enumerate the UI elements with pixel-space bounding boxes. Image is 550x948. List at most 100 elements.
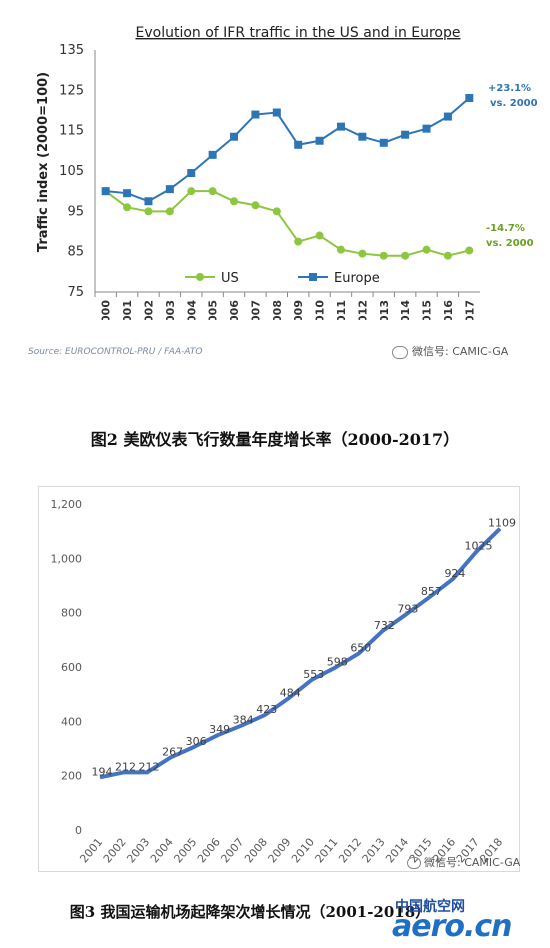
- chart1-us-point: [230, 197, 239, 206]
- chart2-data-label: 857: [421, 585, 442, 598]
- wechat-icon: [392, 345, 408, 359]
- chart1-y-tick-label: 105: [59, 164, 84, 179]
- chart1-x-tick-label: 2015: [421, 300, 434, 320]
- chart1-us-point: [336, 245, 345, 254]
- chart1-legend-us-label: US: [221, 271, 239, 286]
- chart2-data-label: 924: [444, 567, 465, 580]
- chart1-us-point: [443, 251, 452, 260]
- chart1-us-point: [294, 237, 303, 246]
- chart1-watermark: 微信号: CAMIC-GA: [392, 343, 508, 359]
- chart2-y-tick-label: 800: [61, 607, 82, 620]
- chart2-x-tick-label: 2009: [266, 836, 294, 866]
- chart2-x-tick-label: 2012: [336, 836, 364, 866]
- chart1-europe-line: [105, 97, 470, 203]
- chart1-x-tick-label: 2007: [249, 300, 262, 320]
- chart1-legend-us-marker: [196, 273, 204, 281]
- ifr-traffic-chart: Evolution of IFR traffic in the US and i…: [36, 25, 538, 320]
- chart1-us-point: [208, 187, 217, 196]
- chart1-x-tick-label: 2011: [335, 300, 348, 320]
- chart1-europe-point: [123, 189, 132, 198]
- chart2-data-label: 553: [303, 668, 324, 681]
- chart1-europe-point: [336, 122, 345, 131]
- chart2-x-tick-label: 2008: [242, 836, 270, 866]
- chart1-europe-point: [187, 169, 196, 178]
- chart2-x-tick-label: 2007: [219, 836, 247, 866]
- chart2-data-label: 384: [233, 714, 254, 727]
- site-name: 中国航空网: [395, 899, 465, 915]
- chart1-us-point: [272, 207, 281, 216]
- chart1-europe-point: [251, 110, 260, 119]
- chart2-data-label: 1109: [488, 517, 516, 530]
- chart1-y-tick-label: 85: [67, 245, 84, 260]
- chart1-title: Evolution of IFR traffic in the US and i…: [136, 25, 461, 41]
- chart2-y-tick-label: 600: [61, 661, 82, 674]
- chart1-x-tick-label: 2001: [121, 300, 134, 320]
- chart1-europe-point: [465, 93, 474, 102]
- chart2-x-tick-label: 2003: [124, 836, 152, 866]
- chart2-x-tick-label: 2010: [289, 836, 317, 866]
- chart1-us-point: [144, 207, 153, 216]
- chart1-x-tick-label: 2008: [271, 300, 284, 320]
- chart2-y-tick-label: 400: [61, 715, 82, 728]
- chart2-y-tick-label: 0: [75, 824, 82, 837]
- chart2-y-tick-label: 200: [61, 770, 82, 783]
- chart1-us-point: [251, 201, 260, 210]
- us-vs-annotation: vs. 2000: [486, 238, 534, 249]
- chart1-europe-point: [443, 112, 452, 121]
- chart1-x-tick-label: 2016: [442, 300, 455, 320]
- chart2-data-label: 423: [256, 703, 277, 716]
- chart1-x-tick-label: 2004: [185, 300, 198, 320]
- chart2-data-label: 306: [186, 735, 207, 748]
- chart1-source: Source: EUROCONTROL-PRU / FAA-ATO: [28, 347, 203, 357]
- chart2-movements-line: [99, 527, 502, 780]
- chart1-europe-point: [230, 132, 239, 141]
- chart1-europe-point: [401, 130, 410, 139]
- chart1-x-tick-label: 2014: [399, 300, 412, 320]
- chart1-x-tick-label: 2017: [463, 300, 476, 320]
- chart1-us-line: [105, 190, 470, 257]
- chart1-europe-point: [208, 150, 217, 159]
- chart2-x-tick-label: 2005: [171, 836, 199, 866]
- chart1-us-point: [422, 245, 431, 254]
- chart1-europe-point: [144, 197, 153, 206]
- chart1-europe-point: [272, 108, 281, 117]
- chart2-data-label: 484: [280, 687, 301, 700]
- chart1-us-point: [401, 251, 410, 260]
- chart1-y-tick-label: 125: [59, 83, 84, 98]
- chart2-data-label: 1025: [464, 540, 492, 553]
- aero-logo: aero.cn: [392, 909, 513, 944]
- chart1-europe-point: [358, 132, 367, 141]
- chart2-watermark-text: 微信号: CAMIC-GA: [424, 856, 521, 869]
- wechat-icon: [407, 857, 421, 869]
- europe-change-annotation: +23.1%: [488, 83, 531, 94]
- airport-movements-chart: 0 200 400 600 800 1,000 1,200 2001200220032004…: [51, 498, 517, 866]
- us-change-annotation: -14.7%: [486, 223, 525, 234]
- chart1-x-tick-label: 2002: [142, 300, 155, 320]
- chart2-data-label: 650: [350, 641, 371, 654]
- chart1-europe-point: [165, 185, 174, 194]
- chart2-data-label: 194: [92, 765, 113, 778]
- chart1-us-point: [315, 231, 324, 240]
- chart2-data-label: 212: [139, 760, 160, 773]
- chart1-legend-europe-marker: [309, 273, 317, 281]
- chart1-x-tick-label: 2005: [207, 300, 220, 320]
- chart2-x-tick-label: 2011: [313, 836, 341, 866]
- chart1-ylabel: Traffic index (2000=100): [36, 72, 51, 252]
- chart1-x-tick-label: 2006: [228, 300, 241, 320]
- chart1-europe-point: [294, 140, 303, 149]
- chart2-data-label: 732: [374, 619, 395, 632]
- europe-vs-annotation: vs. 2000: [490, 98, 538, 109]
- chart2-data-label: 598: [327, 656, 348, 669]
- chart1-x-tick-label: 2013: [378, 300, 391, 320]
- chart1-y-tick-label: 135: [59, 43, 84, 58]
- chart2-y-tick-label: 1,200: [51, 498, 83, 511]
- chart2-watermark: 微信号: CAMIC-GA: [407, 854, 520, 870]
- chart1-us-point: [379, 251, 388, 260]
- chart1-europe-point: [315, 136, 324, 145]
- chart1-x-tick-label: 2003: [164, 300, 177, 320]
- chart2-x-tick-label: 2002: [101, 836, 129, 866]
- chart1-europe-point: [422, 124, 431, 133]
- chart1-us-point: [358, 249, 367, 258]
- figure-3-caption: 图3 我国运输机场起降架次增长情况（2001-2018）: [69, 903, 431, 921]
- chart2-x-tick-label: 2013: [360, 836, 388, 866]
